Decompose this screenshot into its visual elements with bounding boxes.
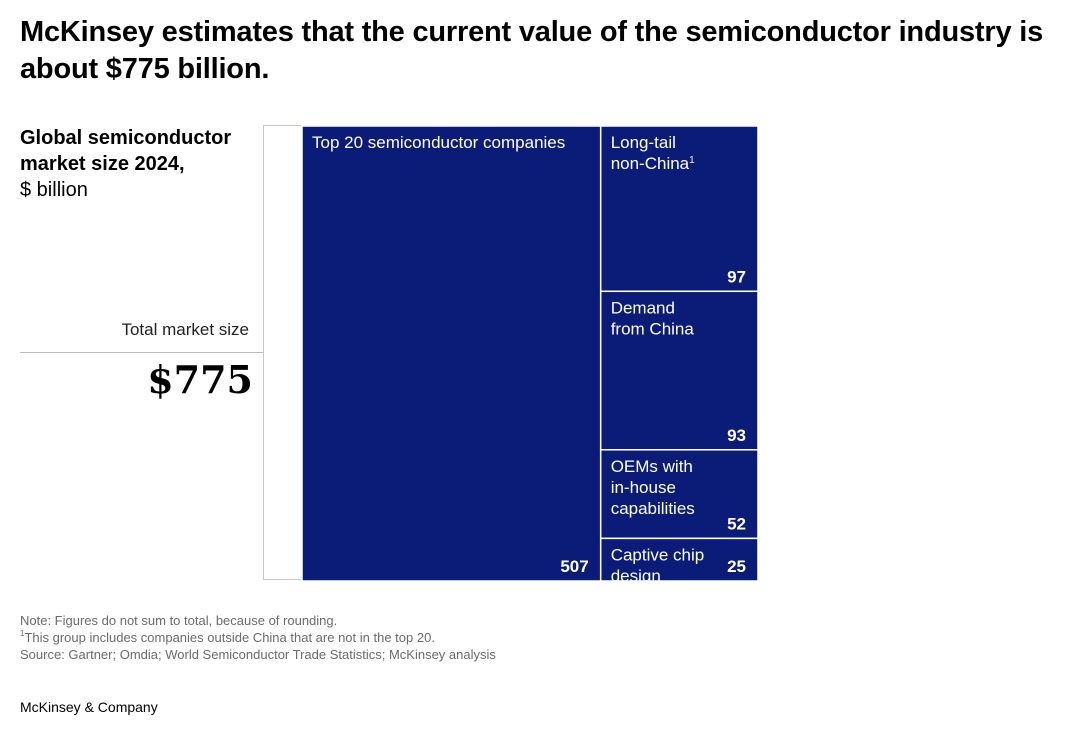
cell-label-long-tail-non-china-line-2: non-China1: [611, 154, 695, 173]
chart-subtitle: Global semiconductor market size 2024, $…: [20, 125, 250, 203]
brand-logo-text: McKinsey & Company: [20, 699, 158, 715]
cell-label-oems-with-in-house-capabilities-line-1: OEMs with: [611, 457, 693, 476]
total-market-label: Total market size: [121, 320, 249, 339]
cell-label-demand-from-china-line-1: Demand: [611, 298, 675, 317]
treemap-cell-oems-with-in-house-capabilities: [599, 449, 759, 540]
treemap-cell-captive-chip-design: [599, 537, 759, 582]
cell-label-captive-chip-design-line-2: design: [611, 566, 661, 585]
cell-label-oems-with-in-house-capabilities-line-3: capabilities: [611, 499, 695, 518]
cell-label-demand-from-china-line-2: from China: [611, 319, 695, 338]
note-footnote-1: 1This group includes companies outside C…: [20, 629, 496, 646]
total-market-value: $775: [147, 357, 253, 402]
cell-footnote-mark: 1: [689, 155, 695, 166]
cell-value-captive-chip-design: 25: [727, 557, 746, 576]
cell-label-top-20-semiconductor-companies: Top 20 semiconductor companies: [312, 133, 565, 152]
footnote-mark: 1: [20, 629, 25, 638]
note-source: Source: Gartner; Omdia; World Semiconduc…: [20, 647, 496, 662]
treemap-cell-demand-from-china: [599, 290, 759, 451]
cell-label-long-tail-non-china-line-1: Long-tail: [611, 133, 676, 152]
note-rounding: Note: Figures do not sum to total, becau…: [20, 613, 338, 628]
subtitle-unit: $ billion: [20, 179, 88, 201]
cell-label-captive-chip-design-line-1: Captive chip: [611, 545, 705, 564]
total-divider: [20, 352, 264, 353]
footnotes: Note: Figures do not sum to total, becau…: [20, 612, 496, 663]
cell-label-oems-with-in-house-capabilities-line-2: in-house: [611, 478, 676, 497]
cell-value-oems-with-in-house-capabilities: 52: [727, 514, 746, 533]
cell-value-long-tail-non-china: 97: [727, 267, 746, 286]
cell-value-top-20-semiconductor-companies: 507: [560, 557, 588, 576]
subtitle-label: Global semiconductor market size 2024,: [20, 127, 232, 175]
total-bracket: [263, 125, 301, 580]
footnote-text: This group includes companies outside Ch…: [24, 630, 435, 645]
chart-title: McKinsey estimates that the current valu…: [20, 16, 1044, 85]
cell-value-demand-from-china: 93: [727, 426, 746, 445]
treemap-cell-top-20-semiconductor-companies: [301, 125, 602, 582]
